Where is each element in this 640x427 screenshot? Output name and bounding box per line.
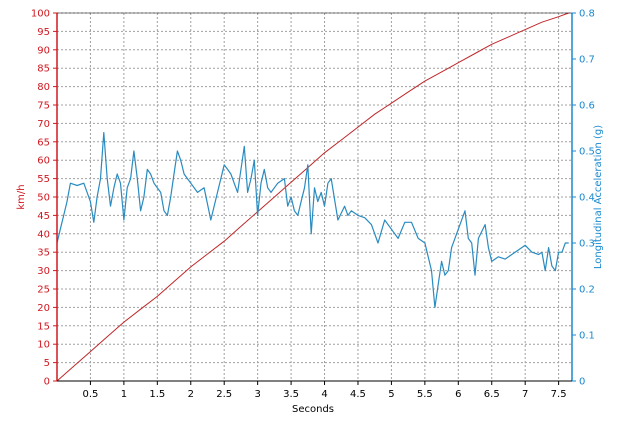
x-tick-label: 4 [321,389,327,400]
y-left-tick-label: 25 [37,285,50,296]
y-right-tick-label: 0.7 [579,55,595,66]
y-right-tick-label: 0.5 [579,147,595,158]
y-left-tick-label: 55 [37,174,50,185]
y-left-tick-label: 80 [37,82,50,93]
speed-series-line [56,12,569,382]
y-left-tick-label: 20 [37,303,50,314]
y-left-tick-label: 85 [37,64,50,75]
acceleration-series-line [56,132,569,308]
y-right-tick-label: 0.1 [579,331,595,342]
axes [53,12,576,385]
y-left-tick-label: 15 [37,321,50,332]
x-tick-label: 7 [522,389,528,400]
y-left-tick-label: 75 [37,101,50,112]
x-tick-label: 6 [455,389,461,400]
y-left-tick-label: 90 [37,45,50,56]
y-left-tick-label: 10 [37,340,50,351]
y-left-tick-label: 0 [44,377,50,388]
x-tick-label: 2 [188,389,194,400]
x-tick-label: 7.5 [551,389,567,400]
y-axis-right-label: Longitudinal Acceleration (g) [593,125,604,269]
y-right-tick-label: 0.2 [579,285,595,296]
y-left-tick-label: 100 [31,9,50,20]
x-tick-label: 4.5 [350,389,366,400]
x-tick-label: 2.5 [216,389,232,400]
y-axis-left-label: km/h [16,184,27,209]
x-tick-label: 5 [388,389,394,400]
y-right-tick-label: 0.3 [579,239,595,250]
series-lines [56,12,569,382]
x-tick-label: 5.5 [417,389,433,400]
tick-labels: 0.5 1 1.5 2 2.5 3 3.5 4 4.5 5 5.5 6 6.5 7 7.5 0 5 10 15 20 2… [31,9,595,401]
y-left-tick-label: 35 [37,248,50,259]
x-tick-label: 1.5 [149,389,165,400]
y-left-tick-label: 60 [37,156,50,167]
y-left-tick-label: 70 [37,119,50,130]
y-right-tick-label: 0.4 [579,193,595,204]
y-left-tick-label: 30 [37,266,50,277]
grid [57,12,572,381]
x-tick-label: 3.5 [283,389,299,400]
y-left-tick-label: 5 [44,358,50,369]
x-tick-label: 0.5 [82,389,98,400]
y-left-tick-label: 50 [37,193,50,204]
y-left-tick-label: 95 [37,27,50,38]
y-right-tick-label: 0.6 [579,101,595,112]
y-right-tick-label: 0 [579,377,585,388]
x-tick-label: 6.5 [484,389,500,400]
x-tick-label: 3 [254,389,260,400]
x-tick-label: 1 [121,389,127,400]
y-left-tick-label: 65 [37,137,50,148]
x-axis-label: Seconds [292,404,334,415]
y-left-tick-label: 40 [37,229,50,240]
y-right-tick-label: 0.8 [579,9,595,20]
y-left-tick-label: 45 [37,211,50,222]
